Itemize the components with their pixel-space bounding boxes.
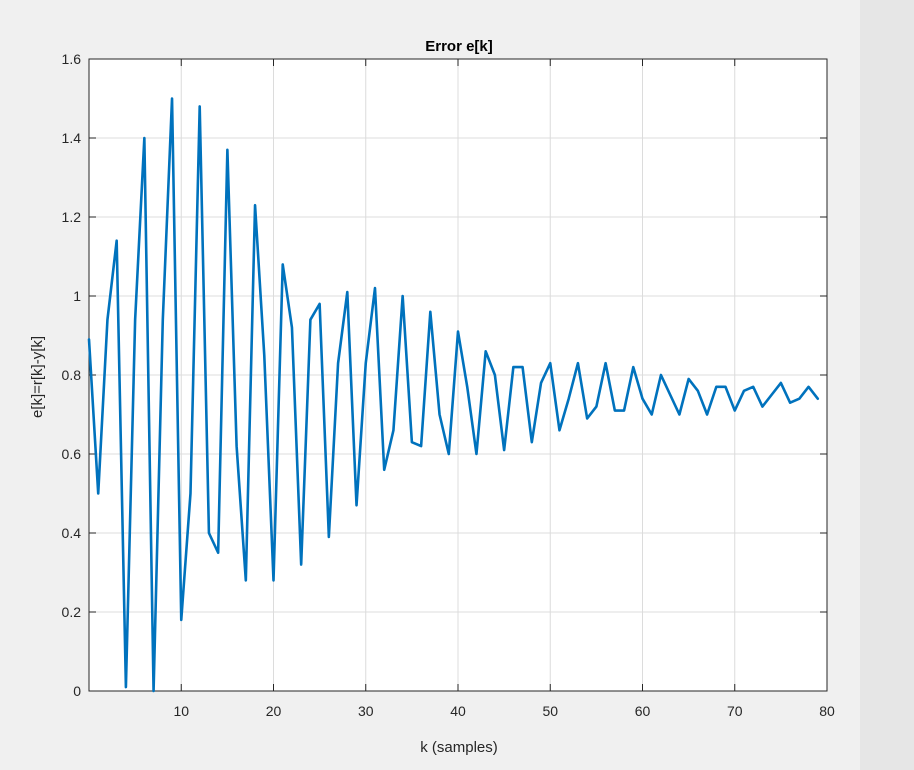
x-tick-label: 20 xyxy=(266,703,282,719)
x-tick-labels: 10 20 30 40 50 60 70 80 xyxy=(173,703,835,719)
x-axis-label: k (samples) xyxy=(420,739,498,756)
x-tick-label: 80 xyxy=(819,703,835,719)
x-tick-label: 40 xyxy=(450,703,466,719)
chart-title: Error e[k] xyxy=(425,38,493,55)
y-tick-label: 0.8 xyxy=(62,367,82,383)
series-line xyxy=(87,97,820,693)
x-tick-label: 30 xyxy=(358,703,374,719)
y-tick-label: 0.6 xyxy=(62,446,82,462)
y-tick-label: 1.6 xyxy=(62,51,82,67)
x-tick-label: 70 xyxy=(727,703,743,719)
x-tick-label: 10 xyxy=(173,703,189,719)
x-tick-label: 50 xyxy=(542,703,558,719)
window-side-panel xyxy=(860,0,914,770)
axis-ticks xyxy=(89,58,828,692)
y-tick-label: 0.4 xyxy=(62,525,82,541)
y-tick-label: 1 xyxy=(73,288,81,304)
x-tick-label: 60 xyxy=(635,703,651,719)
y-axis-label: e[k]=r[k]-y[k] xyxy=(29,336,46,418)
y-tick-label: 1.2 xyxy=(62,209,82,225)
y-tick-labels: 0 0.2 0.4 0.6 0.8 1 1.2 1.4 1.6 xyxy=(62,51,82,699)
y-tick-label: 0 xyxy=(73,683,81,699)
series-group xyxy=(87,97,820,693)
y-tick-label: 1.4 xyxy=(62,130,82,146)
y-tick-label: 0.2 xyxy=(62,604,82,620)
